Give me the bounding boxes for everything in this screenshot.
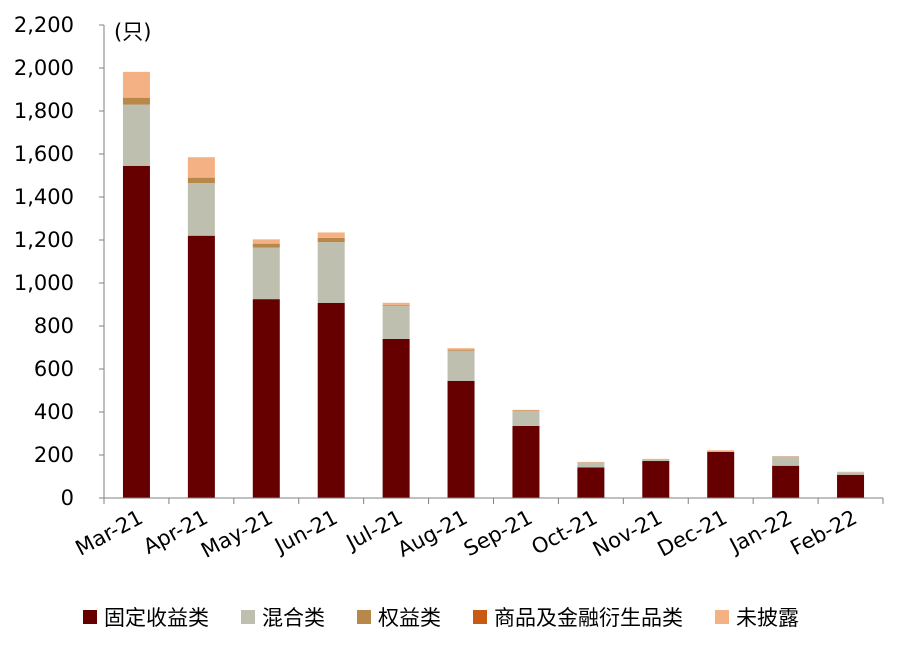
bar-segment (447, 380, 475, 498)
bar-segment (512, 425, 540, 498)
legend-swatch (83, 610, 97, 624)
bar-segment (642, 459, 670, 462)
bar-segment (252, 247, 280, 300)
bar-segment (252, 239, 280, 244)
bar-segment (707, 451, 735, 452)
bar-segment (382, 305, 410, 339)
bar-segment (837, 472, 865, 475)
bar-segment (382, 302, 410, 305)
legend-label: 权益类 (378, 606, 441, 630)
y-axis: 0 200 400 600 800 1,000 1,200 1,400 1,600 1,800 2,… (14, 13, 105, 510)
x-tick-label: Oct-21 (528, 505, 602, 559)
bar-segment (772, 456, 800, 466)
y-tick-label: 200 (34, 443, 74, 467)
legend-swatch (473, 610, 487, 624)
unit-label: (只) (114, 20, 151, 44)
legend-label: 固定收益类 (104, 606, 209, 630)
y-tick-label: 1,000 (14, 271, 74, 295)
x-tick-label: May-21 (197, 505, 277, 563)
legend-label: 商品及金融衍生品类 (494, 606, 683, 630)
x-tick-label: Jan-22 (724, 505, 796, 558)
bar-segment (122, 104, 150, 166)
bar-segment (447, 350, 475, 381)
y-tick-label: 2,000 (14, 56, 74, 80)
bar-segment (382, 338, 410, 498)
bar-segment (122, 165, 150, 498)
bar-segment (187, 177, 215, 184)
y-tick-label: 2,200 (14, 13, 74, 37)
legend-swatch (241, 610, 255, 624)
x-tick-label: Mar-21 (71, 505, 146, 560)
x-tick-label: Dec-21 (654, 505, 731, 561)
bar-segment (642, 458, 670, 460)
y-tick-label: 800 (34, 314, 74, 338)
bar-segment (577, 462, 605, 468)
x-tick-label: Sep-21 (460, 505, 537, 561)
bar-segment (772, 465, 800, 498)
bar-segment (577, 467, 605, 498)
x-tick-label: Apr-21 (139, 505, 211, 559)
bar-segment (837, 474, 865, 498)
bar-segment (317, 242, 345, 303)
legend-label: 未披露 (736, 606, 799, 630)
y-tick-label: 400 (34, 400, 74, 424)
bar-segment (187, 183, 215, 236)
x-tick-label: Jun-21 (269, 505, 341, 559)
legend: 固定收益类 混合类 权益类 商品及金融衍生品类 未披露 (83, 606, 799, 630)
bar-segment (187, 157, 215, 178)
bar-segment (512, 409, 540, 411)
bar-segment (122, 71, 150, 98)
bar-segment (447, 349, 475, 351)
y-tick-label: 1,800 (14, 99, 74, 123)
x-tick-label: Nov-21 (589, 505, 666, 561)
legend-swatch (357, 610, 371, 624)
legend-swatch (715, 610, 729, 624)
bar-segment (252, 243, 280, 248)
y-tick-label: 1,200 (14, 228, 74, 252)
y-tick-label: 600 (34, 357, 74, 381)
bar-segment (187, 235, 215, 498)
bar-segment (642, 461, 670, 498)
bar-segment (707, 450, 735, 452)
y-tick-label: 0 (61, 486, 74, 510)
bar-segment (317, 302, 345, 498)
bars (122, 71, 865, 498)
bar-segment (577, 461, 605, 463)
bar-segment (317, 237, 345, 243)
legend-label: 混合类 (262, 606, 325, 630)
y-tick-label: 1,600 (14, 142, 74, 166)
x-tick-label: Feb-22 (787, 505, 861, 560)
bar-segment (382, 304, 410, 306)
bar-segment (122, 97, 150, 105)
bar-segment (707, 451, 735, 498)
bar-segment (317, 232, 345, 238)
y-tick-label: 1,400 (14, 185, 74, 209)
bar-segment (252, 299, 280, 498)
x-tick-label: Aug-21 (394, 505, 472, 562)
bar-segment (512, 410, 540, 426)
bar-segment (447, 348, 475, 350)
